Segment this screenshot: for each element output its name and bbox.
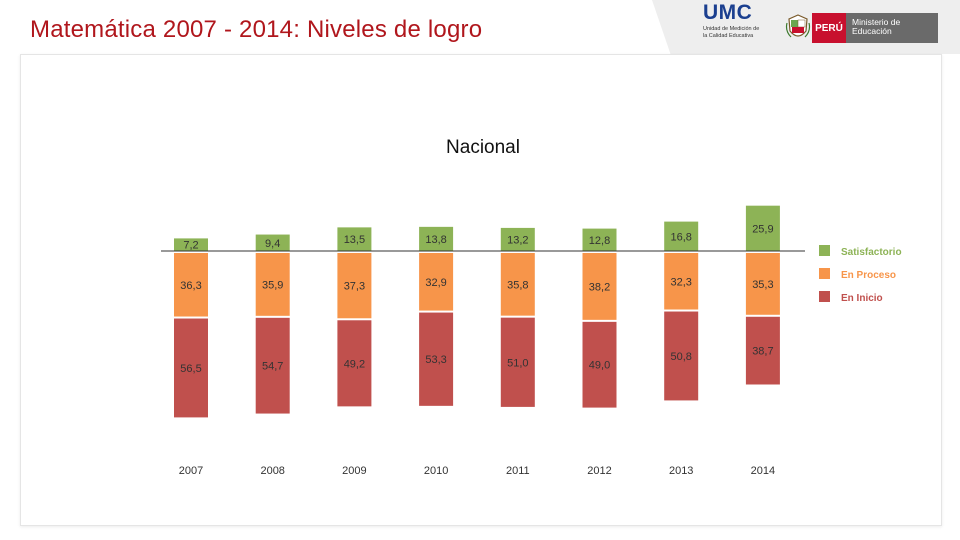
label-satisfactorio-2007: 7,2 — [183, 240, 198, 252]
bar-en-inicio-2007 — [174, 318, 208, 418]
bar-satisfactorio-2008 — [255, 234, 290, 251]
chart-title: Nacional — [446, 137, 520, 158]
legend-swatch-satisfactorio — [819, 245, 830, 256]
label-satisfactorio-2012: 12,8 — [589, 235, 610, 247]
label-satisfactorio-2009: 13,5 — [344, 234, 365, 246]
bar-en-inicio-2009 — [337, 320, 372, 407]
x-tick-label-2013: 2013 — [669, 465, 693, 477]
bar-satisfactorio-2010 — [419, 226, 454, 251]
label-en-proceso-2013: 32,3 — [670, 276, 691, 288]
bar-en-proceso-2014 — [745, 253, 780, 315]
stacked-bar-chart: Nacional 7,2 36,3 56,5 2007 9,4 35,9 54,7 2008 13… — [161, 137, 902, 477]
label-en-proceso-2007: 36,3 — [180, 280, 201, 292]
legend-swatch-en-inicio — [819, 291, 830, 302]
umc-logo-title: UMC — [703, 1, 753, 24]
chart-panel: Nacional 7,2 36,3 56,5 2007 9,4 35,9 54,7 2008 13… — [20, 54, 942, 526]
label-satisfactorio-2010: 13,8 — [425, 234, 446, 246]
label-en-inicio-2011: 51,0 — [507, 357, 528, 369]
bar-satisfactorio-2013 — [664, 221, 699, 251]
bar-satisfactorio-2014 — [745, 205, 780, 251]
label-en-inicio-2013: 50,8 — [670, 351, 691, 363]
bar-en-proceso-2012 — [582, 253, 617, 320]
bar-satisfactorio-2011 — [500, 227, 535, 251]
bar-en-proceso-2013 — [664, 253, 699, 310]
umc-logo-subtitle: Unidad de Medición de la Calidad Educati… — [703, 26, 760, 39]
x-tick-label-2011: 2011 — [506, 465, 530, 477]
label-en-proceso-2009: 37,3 — [344, 281, 365, 293]
bar-satisfactorio-2009 — [337, 227, 372, 251]
peru-label: PERÚ — [812, 13, 846, 43]
ministry-label: Ministerio de Educación — [846, 13, 938, 43]
label-en-proceso-2011: 35,8 — [507, 279, 528, 291]
x-tick-label-2012: 2012 — [587, 465, 611, 477]
umc-logo: UMC Unidad de Medición de la Calidad Edu… — [703, 2, 765, 52]
label-en-proceso-2008: 35,9 — [262, 279, 283, 291]
label-en-proceso-2010: 32,9 — [425, 277, 446, 289]
label-satisfactorio-2011: 13,2 — [507, 234, 528, 246]
ministry-logo: PERÚ Ministerio de Educación — [812, 13, 938, 43]
x-tick-label-2014: 2014 — [751, 465, 775, 477]
legend-label-satisfactorio: Satisfactorio — [841, 247, 902, 258]
bar-en-proceso-2010 — [419, 253, 454, 311]
label-en-inicio-2008: 54,7 — [262, 361, 283, 373]
bar-en-inicio-2008 — [255, 317, 290, 414]
label-en-inicio-2010: 53,3 — [425, 354, 446, 366]
label-en-proceso-2012: 38,2 — [589, 281, 610, 293]
label-en-inicio-2009: 49,2 — [344, 358, 365, 370]
legend-swatch-en-proceso — [819, 268, 830, 279]
label-en-proceso-2014: 35,3 — [752, 279, 773, 291]
x-tick-label-2010: 2010 — [424, 465, 448, 477]
label-en-inicio-2014: 38,7 — [752, 346, 773, 358]
bar-en-proceso-2008 — [255, 253, 290, 316]
bar-en-inicio-2013 — [664, 311, 699, 401]
label-satisfactorio-2013: 16,8 — [670, 231, 691, 243]
bar-satisfactorio-2007 — [174, 238, 208, 251]
bar-en-proceso-2011 — [500, 253, 535, 316]
label-satisfactorio-2014: 25,9 — [752, 223, 773, 235]
bar-en-proceso-2009 — [337, 253, 372, 319]
x-tick-label-2007: 2007 — [179, 465, 203, 477]
bar-en-inicio-2010 — [419, 312, 454, 406]
bar-en-inicio-2014 — [745, 316, 780, 385]
bar-en-proceso-2007 — [174, 253, 208, 317]
x-tick-label-2008: 2008 — [260, 465, 284, 477]
label-en-inicio-2012: 49,0 — [589, 360, 610, 372]
bar-en-inicio-2011 — [500, 317, 535, 407]
coat-of-arms-icon — [785, 14, 811, 38]
x-tick-label-2009: 2009 — [342, 465, 366, 477]
label-en-inicio-2007: 56,5 — [180, 363, 201, 375]
label-satisfactorio-2008: 9,4 — [265, 238, 280, 250]
legend-label-en-inicio: En Inicio — [841, 293, 883, 304]
bar-en-inicio-2012 — [582, 321, 617, 408]
slide-title: Matemática 2007 - 2014: Niveles de logro — [30, 16, 483, 43]
legend-label-en-proceso: En Proceso — [841, 270, 896, 281]
bar-satisfactorio-2012 — [582, 228, 617, 251]
